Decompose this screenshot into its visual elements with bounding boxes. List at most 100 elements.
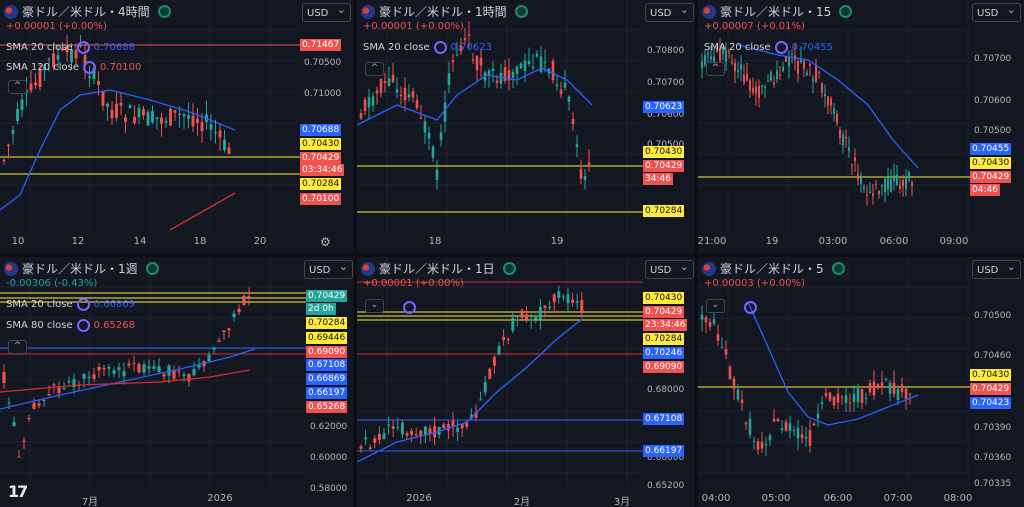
candle (760, 442, 764, 449)
candle (61, 48, 64, 51)
price-change: -0.00306 (-0.43%) (6, 278, 98, 289)
candle (827, 96, 829, 106)
indicator-settings-icon[interactable] (774, 41, 788, 54)
candle (720, 347, 724, 349)
indicator-settings-icon[interactable] (76, 41, 90, 54)
candle (543, 62, 547, 64)
chart-panel-5m[interactable]: 豪ドル／米ドル・5 +0.00003 (+0.00%) ⌄ USD 0.7050… (698, 257, 1024, 507)
candle (548, 306, 552, 309)
candle (92, 68, 96, 80)
candle (212, 347, 216, 350)
candle (575, 144, 579, 147)
symbol-header[interactable]: 豪ドル／米ドル・1時間 (361, 3, 528, 20)
indicator-settings-icon[interactable] (744, 301, 757, 314)
indicator-sma120[interactable]: SMA 120 close 0.70100 (6, 61, 141, 74)
candle (543, 305, 547, 308)
expand-indicators-button[interactable]: ⌄ (365, 299, 384, 313)
candle (371, 96, 375, 106)
candle (728, 366, 732, 379)
currency-select[interactable]: USD (645, 257, 694, 279)
candle (42, 400, 46, 402)
price-tag: 0.67108 (643, 413, 685, 425)
candle (101, 91, 105, 106)
symbol-header[interactable]: 豪ドル／米ドル・1週 (4, 260, 159, 277)
candle (839, 129, 841, 138)
candle (451, 420, 455, 428)
currency-select[interactable]: USD (972, 257, 1021, 279)
indicator-sma20[interactable]: SMA 20 close 0.70455 (704, 41, 833, 54)
candle (796, 427, 800, 439)
candle (845, 136, 847, 139)
candle (728, 51, 730, 53)
time-tick: 09:00 (939, 236, 969, 247)
candle (196, 118, 199, 124)
chart-panel-1w[interactable]: 豪ドル／米ドル・1週 -0.00306 (-0.43%) SMA 20 clos… (0, 257, 354, 507)
indicator-settings-icon[interactable] (76, 298, 90, 311)
time-tick: 07:00 (883, 493, 913, 504)
candle (375, 90, 379, 94)
price-change: +0.00007 (+0.01%) (704, 21, 805, 32)
candle (447, 73, 451, 85)
candle (800, 434, 804, 439)
settings-gear-icon[interactable]: ⚙ (320, 235, 331, 249)
candle (575, 301, 579, 303)
collapse-indicators-button[interactable]: ^ (8, 340, 27, 354)
candle (806, 72, 808, 75)
symbol-header[interactable]: 豪ドル／米ドル・15 (702, 3, 853, 20)
time-tick: 12 (71, 236, 85, 247)
symbol-header[interactable]: 豪ドル／米ドル・5 (702, 260, 845, 277)
candle (177, 370, 181, 372)
indicator-settings-icon[interactable] (433, 41, 447, 54)
indicator-sma20[interactable]: SMA 20 close 0.66869 (6, 298, 135, 311)
candle (768, 435, 772, 441)
candle (415, 100, 419, 109)
price-tag: 0.70430 (970, 157, 1012, 169)
candle (410, 430, 414, 435)
candle (56, 55, 60, 60)
chart-panel-15m[interactable]: 豪ドル／米ドル・15 +0.00007 (+0.01%) SMA 20 clos… (698, 0, 1024, 253)
candle (557, 291, 561, 298)
candle (439, 132, 443, 141)
indicator-sma20[interactable]: SMA 20 close 0.70623 (363, 41, 492, 54)
currency-select[interactable]: USD (302, 0, 351, 22)
currency-select[interactable]: USD (304, 257, 353, 279)
candle (227, 147, 231, 155)
indicator-settings-icon[interactable] (83, 61, 97, 74)
chart-panel-1d[interactable]: 豪ドル／米ドル・1日 +0.00001 (+0.00%) ⌄ USD 0.680… (357, 257, 695, 507)
expand-indicators-button[interactable]: ⌄ (706, 299, 725, 313)
price-tag: 0.70423 (970, 397, 1012, 409)
price-tag: 0.65268 (306, 401, 348, 413)
candle (896, 388, 900, 401)
candle (851, 164, 853, 166)
indicator-sma80[interactable]: SMA 80 close 0.65268 (6, 319, 135, 332)
collapse-indicators-button[interactable]: ^ (365, 62, 384, 76)
indicator-value: 0.70688 (93, 42, 136, 53)
indicator-settings-icon[interactable] (403, 301, 416, 314)
candle (367, 97, 371, 108)
candle (479, 399, 483, 401)
collapse-indicators-button[interactable]: ^ (8, 80, 27, 94)
chart-panel-4h[interactable]: 豪ドル／米ドル・4時間 +0.00001 (+0.00%) SMA 20 clo… (0, 0, 354, 253)
indicator-sma20[interactable]: SMA 20 close 0.70688 (6, 41, 135, 54)
time-tick: 06:00 (879, 236, 909, 247)
candles-4h (0, 0, 300, 233)
collapse-indicators-button[interactable]: ^ (706, 62, 725, 76)
candle (824, 93, 826, 97)
candle (147, 366, 151, 369)
chart-panel-1h[interactable]: 豪ドル／米ドル・1時間 +0.00001 (+0.00%) SMA 20 clo… (357, 0, 695, 253)
currency-select[interactable]: USD (645, 0, 694, 22)
candle (579, 168, 583, 179)
currency-select[interactable]: USD (972, 0, 1021, 22)
candle (764, 86, 766, 88)
indicator-settings-icon[interactable] (76, 319, 90, 332)
symbol-header[interactable]: 豪ドル／米ドル・4時間 (4, 3, 171, 20)
candle (792, 429, 796, 431)
time-tick: 10 (11, 236, 25, 247)
candle (65, 44, 69, 53)
time-tick: 2026 (207, 493, 233, 504)
candle (836, 114, 838, 124)
time-tick: 04:00 (701, 493, 731, 504)
symbol-header[interactable]: 豪ドル／米ドル・1日 (361, 260, 516, 277)
candles-1h (357, 0, 643, 233)
candle (443, 102, 447, 122)
